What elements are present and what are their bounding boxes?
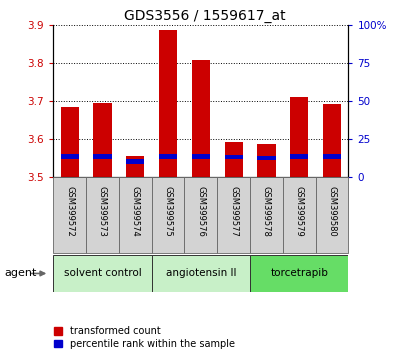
Legend: transformed count, percentile rank within the sample: transformed count, percentile rank withi… — [54, 326, 234, 349]
Bar — [224, 142, 242, 177]
Bar — [159, 30, 177, 177]
Text: GSM399574: GSM399574 — [130, 186, 139, 237]
Bar — [93, 154, 111, 159]
Text: GSM399578: GSM399578 — [261, 186, 270, 237]
Bar — [126, 156, 144, 177]
Bar — [53, 255, 151, 292]
Bar — [249, 255, 348, 292]
Text: solvent control: solvent control — [63, 268, 141, 279]
Bar — [151, 177, 184, 253]
Bar — [224, 155, 242, 160]
Bar — [290, 97, 308, 177]
Bar — [151, 255, 249, 292]
Bar — [53, 177, 86, 253]
Bar — [322, 104, 340, 177]
Bar — [322, 154, 340, 159]
Bar — [282, 177, 315, 253]
Text: GSM399580: GSM399580 — [327, 186, 336, 237]
Bar — [119, 177, 151, 253]
Bar — [126, 160, 144, 164]
Text: GSM399577: GSM399577 — [229, 186, 238, 237]
Bar — [159, 154, 177, 159]
Text: GSM399573: GSM399573 — [98, 186, 107, 237]
Bar — [290, 154, 308, 159]
Bar — [86, 177, 119, 253]
Text: GDS3556 / 1559617_at: GDS3556 / 1559617_at — [124, 9, 285, 23]
Bar — [217, 177, 249, 253]
Text: agent: agent — [4, 268, 36, 278]
Bar — [184, 177, 217, 253]
Bar — [315, 177, 348, 253]
Text: GSM399579: GSM399579 — [294, 186, 303, 237]
Text: GSM399572: GSM399572 — [65, 186, 74, 237]
Bar — [249, 177, 282, 253]
Text: GSM399575: GSM399575 — [163, 186, 172, 237]
Bar — [257, 143, 275, 177]
Text: angiotensin II: angiotensin II — [165, 268, 236, 279]
Bar — [191, 60, 209, 177]
Text: torcetrapib: torcetrapib — [270, 268, 328, 279]
Bar — [257, 156, 275, 160]
Bar — [61, 154, 79, 159]
Bar — [61, 107, 79, 177]
Text: GSM399576: GSM399576 — [196, 186, 205, 237]
Bar — [93, 103, 111, 177]
Bar — [191, 154, 209, 159]
